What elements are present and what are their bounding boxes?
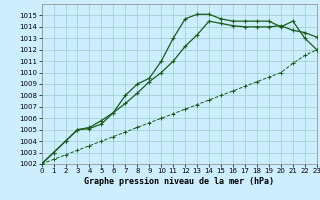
X-axis label: Graphe pression niveau de la mer (hPa): Graphe pression niveau de la mer (hPa) (84, 177, 274, 186)
